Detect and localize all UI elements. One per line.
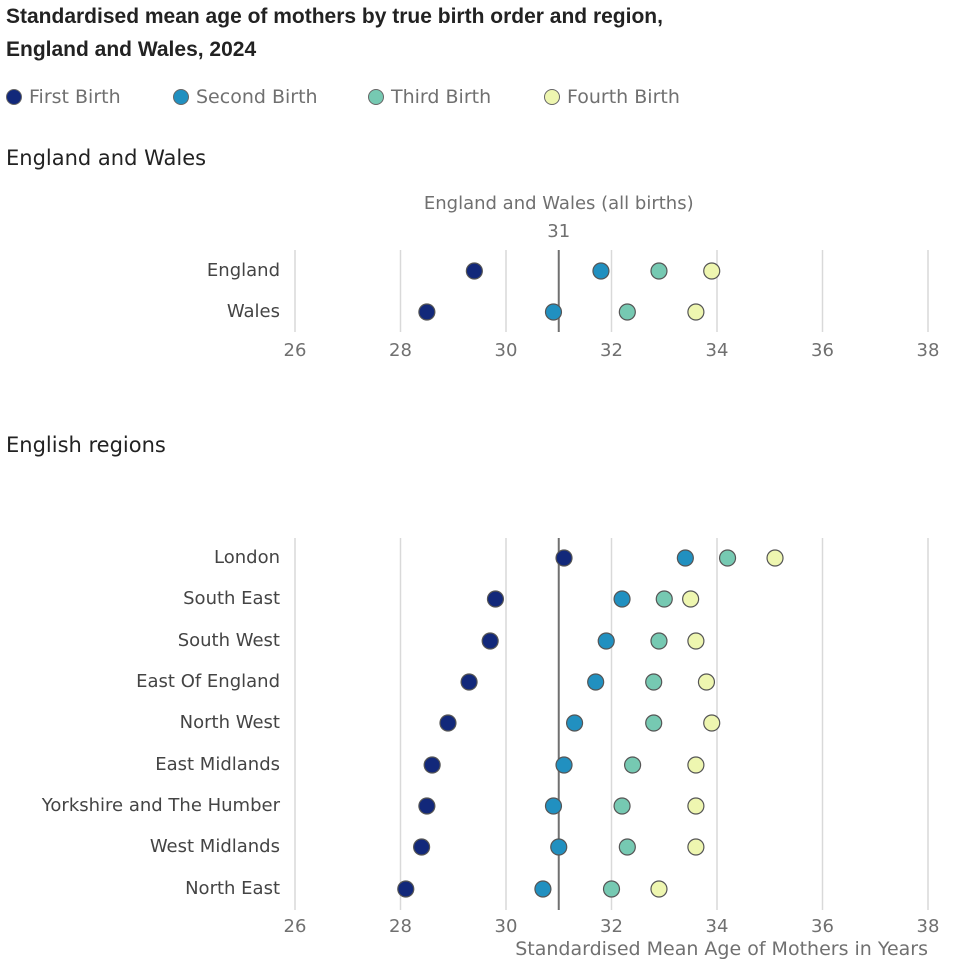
panel-english-regions: 26 28 30 32 34 36 38 London South East South West… — [41, 538, 940, 937]
dot-yorkshire-and-the-humber-third-birth — [613, 797, 631, 815]
x-tick-label: 34 — [706, 340, 729, 361]
dot-north-west-third-birth — [645, 714, 663, 732]
dot-wales-third-birth — [618, 303, 636, 321]
category-label-north-east: North East — [185, 878, 280, 899]
x-tick-label: 38 — [917, 340, 940, 361]
legend-label: Fourth Birth — [567, 86, 680, 108]
legend-dot-second-birth — [173, 89, 189, 105]
dot-west-midlands-third-birth — [618, 838, 636, 856]
dot-east-midlands-fourth-birth — [687, 756, 705, 774]
section-title-english-regions: English regions — [6, 433, 166, 457]
category-label-west-midlands: West Midlands — [150, 836, 280, 857]
category-label-east-of-england: East Of England — [136, 671, 280, 692]
dot-south-east-fourth-birth — [682, 590, 700, 608]
dot-england-first-birth — [465, 262, 483, 280]
x-tick-label: 26 — [284, 916, 307, 937]
dot-london-second-birth — [676, 549, 694, 567]
category-label-east-midlands: East Midlands — [155, 754, 280, 775]
category-label-wales: Wales — [227, 301, 280, 322]
dot-north-west-second-birth — [565, 714, 584, 732]
panel-england-and-wales: 26 28 30 32 34 36 38 England and Wales (all bir… — [207, 193, 940, 361]
dot-london-first-birth — [555, 549, 573, 567]
dot-east-of-england-fourth-birth — [697, 673, 716, 691]
dot-west-midlands-fourth-birth — [687, 838, 705, 856]
legend-label: First Birth — [29, 86, 121, 108]
dot-east-of-england-third-birth — [645, 673, 663, 691]
category-label-north-west: North West — [180, 712, 280, 733]
dot-north-west-fourth-birth — [703, 714, 721, 732]
dot-west-midlands-first-birth — [413, 838, 431, 856]
dot-east-of-england-second-birth — [587, 673, 605, 691]
dot-north-east-third-birth — [602, 880, 621, 898]
dot-london-fourth-birth — [766, 549, 784, 567]
legend-dot-first-birth — [6, 89, 22, 105]
x-tick-label: 26 — [284, 340, 307, 361]
x-tick-label: 34 — [706, 916, 729, 937]
chart-title: Standardised mean age of mothers by true… — [6, 0, 906, 66]
dot-yorkshire-and-the-humber-first-birth — [418, 797, 436, 815]
dot-east-midlands-second-birth — [555, 756, 573, 774]
dot-south-east-first-birth — [486, 590, 505, 608]
chart-title-line-1: Standardised mean age of mothers by true… — [6, 5, 663, 28]
dot-south-west-second-birth — [597, 632, 615, 650]
legend-item-third-birth[interactable]: Third Birth — [368, 86, 544, 108]
x-tick-label: 28 — [389, 340, 412, 361]
category-label-yorkshire-and-the-humber: Yorkshire and The Humber — [41, 795, 281, 816]
dot-england-second-birth — [592, 262, 610, 280]
dot-east-midlands-third-birth — [623, 756, 642, 774]
legend-item-first-birth[interactable]: First Birth — [6, 86, 173, 108]
dot-north-east-second-birth — [534, 880, 552, 898]
x-tick-label: 28 — [389, 916, 412, 937]
dot-south-east-second-birth — [613, 590, 631, 608]
dot-north-west-first-birth — [439, 714, 457, 732]
x-tick-label: 32 — [600, 340, 623, 361]
legend-item-second-birth[interactable]: Second Birth — [173, 86, 368, 108]
dot-wales-second-birth — [544, 303, 563, 321]
x-tick-label: 38 — [917, 916, 940, 937]
category-label-south-east: South East — [183, 588, 280, 609]
legend-item-fourth-birth[interactable]: Fourth Birth — [544, 86, 680, 108]
dot-east-of-england-first-birth — [460, 673, 478, 691]
x-tick-label: 36 — [811, 340, 834, 361]
category-label-london: London — [214, 547, 280, 568]
x-tick-label: 36 — [811, 916, 834, 937]
legend-dot-third-birth — [368, 89, 384, 105]
dot-wales-fourth-birth — [687, 303, 705, 321]
legend-label: Third Birth — [391, 86, 492, 108]
dot-wales-first-birth — [418, 303, 436, 321]
reference-line-label: England and Wales (all births) — [424, 193, 694, 214]
dot-england-fourth-birth — [703, 262, 721, 280]
dot-yorkshire-and-the-humber-second-birth — [544, 797, 563, 815]
x-tick-label: 32 — [600, 916, 623, 937]
dot-south-west-fourth-birth — [687, 632, 705, 650]
reference-line-value-label: 31 — [547, 221, 570, 242]
dot-england-third-birth — [650, 262, 668, 280]
category-label-south-west: South West — [178, 630, 280, 651]
chart-title-line-2: England and Wales, 2024 — [6, 38, 257, 61]
dot-south-east-third-birth — [655, 590, 673, 608]
section-title-england-wales: England and Wales — [6, 146, 207, 170]
dot-west-midlands-second-birth — [550, 838, 568, 856]
x-axis-title: Standardised Mean Age of Mothers in Year… — [515, 938, 928, 960]
category-label-england: England — [207, 260, 280, 281]
legend-label: Second Birth — [196, 86, 318, 108]
dot-south-west-first-birth — [481, 632, 499, 650]
x-tick-label: 30 — [495, 340, 518, 361]
dot-east-midlands-first-birth — [423, 756, 441, 774]
x-tick-label: 30 — [495, 916, 518, 937]
dot-south-west-third-birth — [650, 632, 668, 650]
dot-north-east-first-birth — [397, 880, 415, 898]
legend-dot-fourth-birth — [544, 89, 560, 105]
legend: First Birth Second Birth Third Birth Fou… — [6, 82, 680, 112]
dot-yorkshire-and-the-humber-fourth-birth — [687, 797, 705, 815]
dot-london-third-birth — [718, 549, 737, 567]
dot-north-east-fourth-birth — [650, 880, 668, 898]
